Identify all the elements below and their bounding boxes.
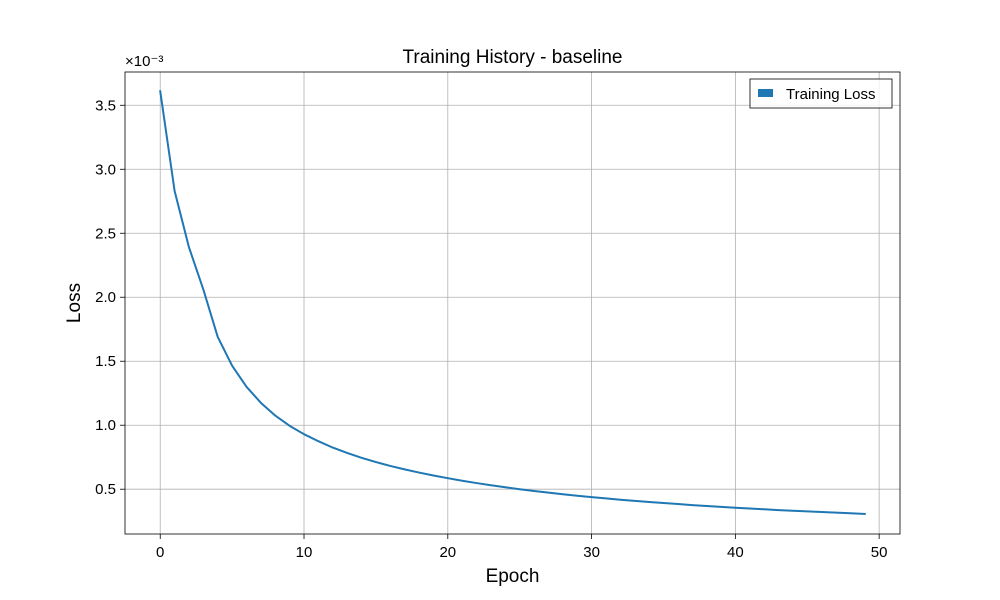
x-tick-label: 20 [439,544,456,561]
legend-frame [749,78,893,109]
x-tick-label: 0 [156,544,164,561]
y-tick-label: 1.0 [95,417,116,434]
grid [125,72,900,534]
legend-swatch [758,89,773,97]
ticks: 0 10 20 30 40 50 0.5 1.0 1.5 2.0 2.5 3.0 3.5 [95,97,887,561]
y-tick-label: 2.0 [95,289,116,306]
y-axis-offset-label: ×10⁻³ [125,53,163,70]
x-tick-label: 50 [871,544,888,561]
y-tick-label: 2.5 [95,225,116,242]
y-tick-label: 3.0 [95,161,116,178]
y-tick-label: 3.5 [95,97,116,114]
y-tick-label: 0.5 [95,481,116,498]
x-axis-title: Epoch [486,566,540,587]
x-tick-label: 30 [583,544,600,561]
y-tick-label: 1.5 [95,353,116,370]
series-layer [159,90,866,515]
x-tick-label: 10 [296,544,313,561]
plot-frame [124,71,901,535]
x-tick-label: 40 [727,544,744,561]
y-axis-title: Loss [64,283,85,323]
legend-entry-training-loss: Training Loss [786,86,876,103]
chart-title: Training History - baseline [403,47,623,68]
series-line-training-loss [159,90,866,515]
legend: Training Loss [749,78,893,109]
